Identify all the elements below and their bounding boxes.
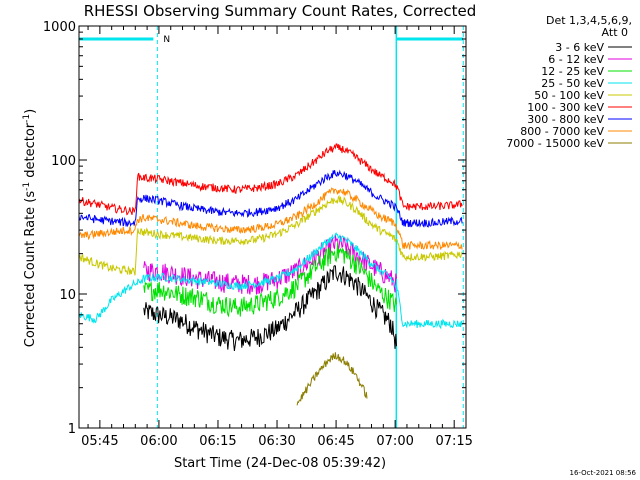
series-line	[78, 187, 463, 250]
series-line	[78, 143, 463, 216]
series-line	[296, 352, 368, 406]
x-tick-label: 06:45	[317, 434, 354, 449]
legend-label: 3 - 6 keV	[555, 41, 604, 54]
y-axis-label-main: Corrected Count Rate (s	[23, 191, 38, 348]
y-axis-label: Corrected Count Rate (s-1 detector-1)	[22, 109, 38, 347]
series-800---7000-kev	[78, 187, 463, 250]
y-axis-label-exponent-1: -1	[22, 182, 32, 191]
series-12---25-kev	[143, 242, 397, 318]
y-axis-label-middle: detector	[23, 122, 38, 182]
y-tick-label: 10	[59, 288, 76, 303]
legend-label: 25 - 50 keV	[541, 77, 604, 90]
chart-title: RHESSI Observing Summary Count Rates, Co…	[84, 2, 477, 20]
y-axis-label-exponent-2: -1	[22, 114, 32, 123]
legend-label: 7000 - 15000 keV	[506, 137, 604, 150]
x-tick-label: 07:00	[376, 434, 413, 449]
legend-label: 100 - 300 keV	[527, 101, 604, 114]
legend-label: 50 - 100 keV	[534, 89, 604, 102]
generation-timestamp: 16-Oct-2021 08:56	[570, 469, 637, 477]
y-tick-label: 1	[68, 422, 76, 437]
series-line	[78, 194, 463, 276]
series-300---800-kev	[78, 169, 463, 228]
series-line	[78, 232, 463, 330]
y-tick-label: 1000	[43, 20, 76, 35]
x-tick-label: 06:15	[199, 434, 236, 449]
plot-area: N	[78, 26, 464, 428]
series-line	[143, 242, 397, 318]
legend-label: 12 - 25 keV	[541, 65, 604, 78]
y-axis-label-end: )	[23, 109, 38, 114]
x-tick-label: 05:45	[81, 434, 118, 449]
series-line	[143, 265, 397, 351]
legend-label: 6 - 12 keV	[548, 53, 604, 66]
series-3---6-kev	[143, 265, 397, 351]
y-tick-label: 100	[51, 154, 76, 169]
series-line	[78, 169, 463, 228]
x-tick-label: 07:15	[435, 434, 472, 449]
series-100---300-kev	[78, 143, 463, 216]
plot-frame	[78, 25, 467, 429]
series-50---100-kev	[78, 194, 463, 276]
x-axis-label: Start Time (24-Dec-08 05:39:42)	[174, 456, 386, 471]
axes: 1 10 100 1000 05:45 06:00 06:15 06:30 06:45 07:00…	[43, 20, 473, 449]
legend-header-line-2: Att 0	[602, 26, 628, 39]
night-marker-label: N	[163, 35, 170, 45]
legend-header-line-1: Det 1,3,4,5,6,9,	[546, 14, 632, 27]
legend-label: 800 - 7000 keV	[520, 125, 604, 138]
x-tick-label: 06:30	[258, 434, 295, 449]
series-25---50-kev	[78, 232, 463, 330]
legend-label: 300 - 800 keV	[527, 113, 604, 126]
series-7000---15000-kev	[296, 352, 368, 406]
x-tick-label: 06:00	[140, 434, 177, 449]
